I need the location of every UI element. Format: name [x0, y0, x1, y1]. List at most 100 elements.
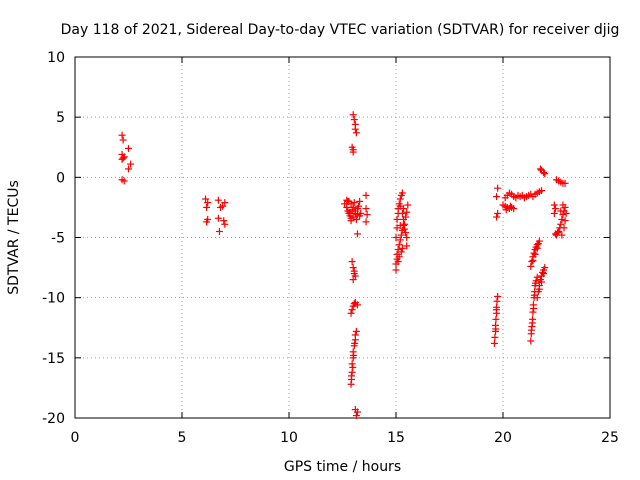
data-point	[397, 248, 405, 256]
data-point	[348, 368, 356, 376]
data-point	[398, 209, 406, 217]
data-point	[119, 136, 127, 144]
data-point	[558, 215, 566, 223]
data-point	[540, 270, 548, 278]
y-tick-label: -10	[42, 291, 65, 307]
data-point	[403, 242, 411, 250]
data-point	[362, 191, 370, 199]
data-point	[353, 301, 361, 309]
data-point	[555, 227, 563, 235]
data-point	[394, 258, 402, 266]
data-point	[533, 294, 541, 302]
data-point	[215, 227, 223, 235]
data-point	[403, 208, 411, 216]
x-tick-label: 20	[494, 430, 512, 446]
data-point	[353, 408, 361, 416]
data-point	[351, 272, 359, 280]
data-point	[350, 300, 358, 308]
data-point	[348, 258, 356, 266]
data-point	[356, 197, 364, 205]
data-point	[491, 333, 499, 341]
data-point	[355, 202, 363, 210]
data-point	[125, 144, 132, 152]
data-point	[529, 308, 537, 316]
data-point	[396, 221, 404, 229]
data-point	[401, 225, 409, 233]
data-point	[493, 193, 501, 201]
data-point	[396, 202, 404, 210]
y-tick-label: -15	[42, 351, 65, 367]
data-point	[351, 331, 359, 339]
data-point	[351, 125, 359, 133]
data-point	[118, 131, 126, 139]
data-point	[347, 217, 355, 225]
y-tick-label: -5	[51, 231, 65, 247]
data-point	[352, 412, 360, 420]
data-point	[494, 184, 502, 192]
data-point	[214, 196, 222, 204]
data-point	[541, 264, 549, 272]
data-point	[538, 278, 546, 286]
data-point	[559, 201, 567, 209]
data-point	[220, 217, 228, 225]
data-point	[404, 201, 412, 209]
data-point	[532, 279, 540, 287]
data-point	[214, 214, 222, 222]
data-point	[402, 229, 410, 237]
data-point	[494, 292, 502, 300]
data-point	[554, 229, 562, 237]
data-point	[350, 351, 358, 359]
y-axis-label: SDTVAR / TECUs	[6, 180, 22, 295]
data-point	[527, 337, 535, 345]
y-tick-label: 0	[56, 170, 65, 186]
data-point	[494, 209, 502, 217]
data-point	[396, 236, 404, 244]
data-point	[119, 154, 127, 162]
data-point	[529, 256, 537, 264]
y-tick-label: 10	[47, 50, 65, 66]
data-point	[492, 306, 500, 314]
chart-title: Day 118 of 2021, Sidereal Day-to-day VTE…	[61, 22, 620, 38]
data-point	[357, 209, 365, 217]
data-point	[120, 177, 128, 185]
data-point	[392, 266, 400, 274]
data-point	[127, 160, 135, 168]
data-point	[344, 197, 352, 205]
data-point	[492, 325, 500, 333]
data-point	[527, 262, 535, 270]
data-point	[557, 207, 565, 215]
data-point	[348, 360, 356, 368]
data-point	[557, 220, 565, 228]
data-point	[393, 215, 401, 223]
data-point	[350, 267, 358, 275]
data-point	[528, 319, 536, 327]
data-point	[120, 153, 128, 161]
data-point	[535, 285, 543, 293]
data-point	[350, 116, 358, 124]
data-point	[558, 231, 566, 239]
data-point	[531, 250, 539, 258]
data-point	[506, 202, 514, 210]
data-point	[221, 220, 229, 228]
data-point	[395, 253, 403, 261]
data-point	[396, 195, 404, 203]
data-point	[561, 217, 569, 225]
data-point	[351, 339, 359, 347]
data-point	[347, 372, 355, 380]
data-point	[502, 206, 510, 214]
data-point	[203, 218, 211, 226]
data-point	[493, 297, 501, 305]
data-point	[392, 234, 400, 241]
data-point	[343, 203, 351, 211]
x-axis-label: GPS time / hours	[284, 459, 401, 475]
data-point	[538, 187, 546, 195]
data-point	[490, 339, 498, 347]
data-point	[221, 199, 229, 207]
data-point	[349, 363, 357, 371]
x-tick-label: 25	[601, 430, 619, 446]
data-point	[363, 211, 371, 219]
x-tick-label: 15	[387, 430, 405, 446]
x-tick-label: 0	[71, 430, 80, 446]
data-point	[398, 244, 406, 252]
